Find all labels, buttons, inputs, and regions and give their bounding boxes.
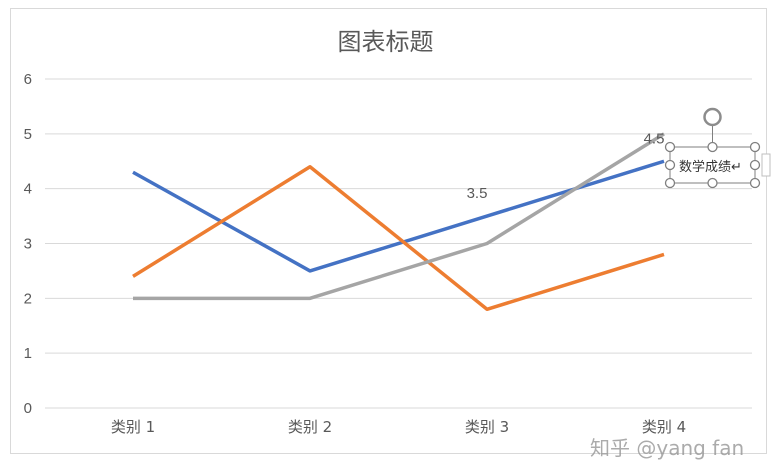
x-tick-label: 类别 1 bbox=[111, 418, 155, 436]
y-tick-label: 1 bbox=[24, 345, 32, 362]
resize-handle[interactable] bbox=[664, 141, 676, 153]
x-tick-label: 类别 4 bbox=[642, 418, 686, 436]
data-label: 3.5 bbox=[467, 185, 488, 202]
layout-options-button[interactable] bbox=[761, 153, 771, 177]
selected-label-text: 数学成绩↵ bbox=[679, 159, 742, 175]
resize-handle[interactable] bbox=[707, 141, 718, 153]
y-tick-label: 5 bbox=[24, 126, 32, 143]
resize-handle[interactable] bbox=[664, 177, 676, 189]
data-label: 4.5 bbox=[644, 130, 665, 147]
resize-handle[interactable] bbox=[749, 159, 761, 171]
resize-handle[interactable] bbox=[749, 141, 761, 153]
x-tick-label: 类别 2 bbox=[288, 418, 332, 436]
series-line-1[interactable] bbox=[132, 159, 665, 273]
resize-handle[interactable] bbox=[707, 177, 718, 189]
chart-title[interactable]: 图表标题 bbox=[337, 28, 434, 56]
chart-area[interactable] bbox=[10, 8, 767, 454]
resize-handle[interactable] bbox=[664, 159, 676, 171]
y-tick-label: 3 bbox=[24, 236, 32, 253]
x-tick-label: 类别 3 bbox=[465, 418, 509, 436]
watermark: 知乎 @yang fan bbox=[590, 436, 745, 460]
resize-handle[interactable] bbox=[749, 177, 761, 189]
y-tick-label: 0 bbox=[24, 400, 32, 417]
y-tick-label: 6 bbox=[24, 71, 32, 88]
rotate-icon[interactable] bbox=[703, 107, 722, 127]
series-line-3[interactable] bbox=[133, 132, 665, 301]
y-tick-label: 2 bbox=[24, 290, 32, 307]
series-line-2[interactable] bbox=[132, 164, 665, 312]
y-tick-label: 4 bbox=[24, 181, 32, 198]
